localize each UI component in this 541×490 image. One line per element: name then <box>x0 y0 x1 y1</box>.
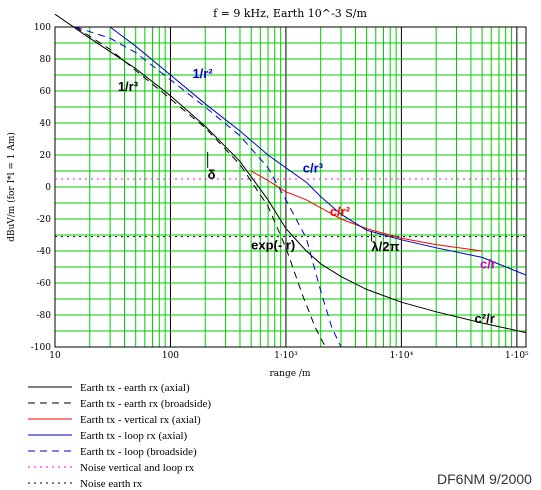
y-tick-label: 20 <box>40 151 52 161</box>
y-tick-label: -100 <box>31 343 51 353</box>
y-tick-label: -20 <box>37 215 52 225</box>
credit-text: DF6NM 9/2000 <box>437 471 532 487</box>
series-line-4 <box>109 26 527 276</box>
y-tick-label: -80 <box>37 311 52 321</box>
annotation-label: c/r³ <box>303 161 324 176</box>
annotations: 1/r³ 1/r² c/r³ c/r² δ exp(- r) λ/2π c/r c²/r <box>118 66 496 326</box>
y-tick-label: 60 <box>40 87 52 97</box>
legend: Earth tx - earth rx (axial) Earth tx - ea… <box>28 382 211 490</box>
legend-entry: Noise earth rx <box>80 478 143 490</box>
y-axis-label: dBuV/m (for I*l = 1 Am) <box>6 132 17 242</box>
annotation-label: 1/r² <box>192 66 213 81</box>
x-tick-label: 1·10⁵ <box>505 351 529 361</box>
series-group <box>54 13 527 348</box>
plot-frame <box>54 26 527 348</box>
series-line-2 <box>75 26 326 348</box>
series-line-1 <box>54 13 527 334</box>
x-tick-label: 10 <box>49 351 61 361</box>
x-tick-label: 100 <box>162 351 179 361</box>
legend-entry: Earth tx - loop rx (axial) <box>80 430 188 442</box>
y-tick-label: 0 <box>45 183 51 193</box>
y-tick-label: -40 <box>37 247 52 257</box>
y-tick-label: -60 <box>37 279 52 289</box>
annotation-label: exp(- r) <box>251 237 295 252</box>
legend-entry: Noise vertical and loop rx <box>80 462 195 474</box>
annotation-label: λ/2π <box>371 239 399 254</box>
annotation-label: 1/r³ <box>118 79 139 94</box>
legend-entry: Earth tx - loop (broadside) <box>80 446 197 458</box>
series-line-5 <box>75 26 342 348</box>
annotation-label: c/r <box>480 257 496 272</box>
grid <box>54 26 527 348</box>
legend-entry: Earth tx - earth rx (axial) <box>80 382 190 394</box>
legend-entry: Earth tx - earth rx (broadside) <box>80 398 211 410</box>
x-tick-label: 1·10³ <box>274 351 298 361</box>
y-tick-label: 40 <box>40 119 52 129</box>
y-tick-label: 100 <box>34 23 51 33</box>
chart-title: f = 9 kHz, Earth 10^-3 S/m <box>213 7 367 20</box>
series-line-3 <box>250 170 483 252</box>
y-tick-label: 80 <box>40 55 52 65</box>
x-tick-label: 1·10⁴ <box>390 351 414 361</box>
annotation-label: c/r² <box>330 204 351 219</box>
x-axis-label: range /m <box>270 369 311 379</box>
annotation-label: c²/r <box>475 311 495 326</box>
legend-entry: Earth tx - vertical rx (axial) <box>80 414 201 426</box>
annotation-label: δ <box>208 167 216 182</box>
